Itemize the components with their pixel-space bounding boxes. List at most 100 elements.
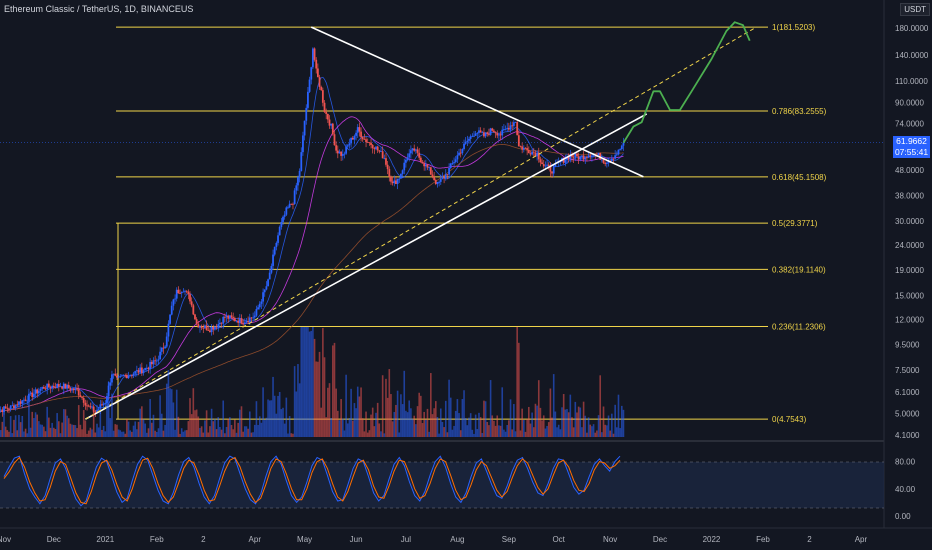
currency-badge[interactable]: USDT — [900, 3, 930, 16]
price-tick-label: 6.1000 — [895, 388, 920, 397]
projection-arrow-path — [622, 21, 751, 144]
candle-body — [313, 48, 316, 60]
candle-body — [576, 153, 578, 157]
price-tick-label: 74.0000 — [895, 120, 924, 129]
volume-bar — [483, 400, 485, 437]
volume-bar — [53, 427, 55, 437]
candle-body — [235, 320, 238, 322]
candle-body — [474, 133, 477, 136]
volume-bar — [199, 427, 201, 437]
time-tick-label: May — [297, 535, 312, 544]
volume-bar — [368, 430, 371, 437]
candle-body — [566, 156, 568, 160]
volume-bar — [56, 413, 58, 437]
candle-body — [172, 299, 175, 306]
volume-bar — [155, 431, 158, 437]
volume-bar — [444, 400, 447, 437]
volume-bar — [612, 433, 615, 437]
volume-bar — [99, 412, 102, 437]
candle-body — [179, 293, 181, 294]
candle-body — [572, 156, 575, 158]
candle-body — [305, 107, 308, 121]
volume-bar — [97, 427, 100, 437]
volume-bar — [400, 394, 402, 437]
candle-body — [263, 289, 266, 293]
volume-bar — [546, 425, 548, 437]
volume-bar — [439, 408, 442, 437]
candle-body — [293, 190, 296, 204]
volume-bar — [307, 327, 309, 437]
candle-body — [541, 162, 543, 165]
candle-body — [316, 68, 319, 78]
volume-bar — [582, 401, 585, 437]
volume-bar — [388, 369, 391, 437]
volume-bar — [69, 423, 72, 437]
candle-body — [109, 382, 112, 386]
volume-bar — [484, 401, 487, 437]
volume-bar — [141, 406, 143, 437]
volume-bar — [61, 422, 63, 437]
volume-bar — [386, 397, 389, 437]
candle-body — [409, 150, 412, 154]
candle-body — [19, 401, 22, 404]
volume-bar — [13, 419, 15, 437]
volume-bar — [494, 425, 497, 437]
volume-bar — [596, 430, 598, 437]
volume-bar — [297, 364, 299, 437]
candle-body — [498, 134, 500, 136]
volume-bar — [406, 412, 409, 437]
time-tick-label: Oct — [552, 535, 565, 544]
volume-bar — [361, 418, 364, 437]
fib-level-label: 0.236(11.2306) — [772, 323, 826, 332]
candle-body — [86, 405, 88, 407]
candle-body — [76, 388, 78, 390]
stoch-tick-label: 0.00 — [895, 512, 911, 521]
candle-body — [586, 157, 588, 159]
candle-body — [418, 152, 421, 158]
candle-body — [511, 125, 514, 127]
volume-bar — [373, 426, 376, 437]
volume-bar — [577, 406, 580, 437]
candle-body — [454, 159, 457, 163]
candle-body — [330, 123, 333, 126]
volume-bar — [576, 412, 578, 437]
current-price-value: 61.9662 — [896, 136, 927, 146]
volume-bar — [333, 342, 336, 437]
candle-body — [438, 181, 441, 183]
candle-body — [517, 135, 520, 147]
candle-body — [197, 324, 200, 328]
volume-bar — [489, 380, 492, 437]
candle-body — [165, 336, 168, 347]
time-tick-label: Apr — [249, 535, 262, 544]
fib-level-label: 0.786(83.2555) — [772, 107, 827, 116]
volume-bar — [154, 430, 156, 437]
volume-bar — [478, 412, 480, 437]
volume-bar — [164, 424, 166, 437]
volume-bar — [557, 424, 560, 437]
candle-body — [343, 153, 346, 155]
volume-bar — [290, 433, 293, 437]
candle-body — [363, 139, 366, 140]
stoch-rsi-pane: 80.00 40.00 0.00 — [0, 455, 916, 521]
time-tick-label: Nov — [0, 535, 11, 544]
candle-body — [323, 102, 326, 112]
volume-bar — [542, 415, 545, 437]
volume-bar — [592, 424, 595, 437]
candle-body — [122, 375, 125, 376]
candle-body — [527, 149, 530, 154]
volume-bar — [391, 421, 394, 437]
volume-bar — [104, 431, 107, 437]
volume-bar — [320, 407, 323, 437]
volume-bar — [298, 383, 301, 437]
candle-body — [265, 286, 268, 290]
volume-bar — [54, 429, 57, 437]
volume-bar — [355, 408, 357, 437]
candle-body — [1, 409, 4, 413]
candle-body — [154, 360, 157, 362]
candle-body — [66, 384, 69, 389]
volume-bar — [433, 408, 435, 437]
candle-body — [340, 151, 343, 156]
candle-body — [338, 151, 341, 154]
stoch-tick-label: 40.00 — [895, 485, 916, 494]
